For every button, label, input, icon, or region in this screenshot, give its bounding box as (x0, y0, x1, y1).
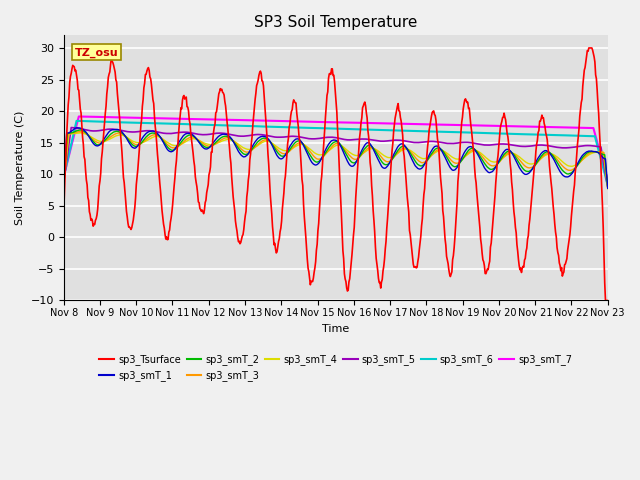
Text: TZ_osu: TZ_osu (74, 47, 118, 58)
Y-axis label: Soil Temperature (C): Soil Temperature (C) (15, 111, 25, 225)
X-axis label: Time: Time (322, 324, 349, 334)
Legend: sp3_Tsurface, sp3_smT_1, sp3_smT_2, sp3_smT_3, sp3_smT_4, sp3_smT_5, sp3_smT_6, : sp3_Tsurface, sp3_smT_1, sp3_smT_2, sp3_… (95, 350, 576, 385)
Title: SP3 Soil Temperature: SP3 Soil Temperature (254, 15, 417, 30)
